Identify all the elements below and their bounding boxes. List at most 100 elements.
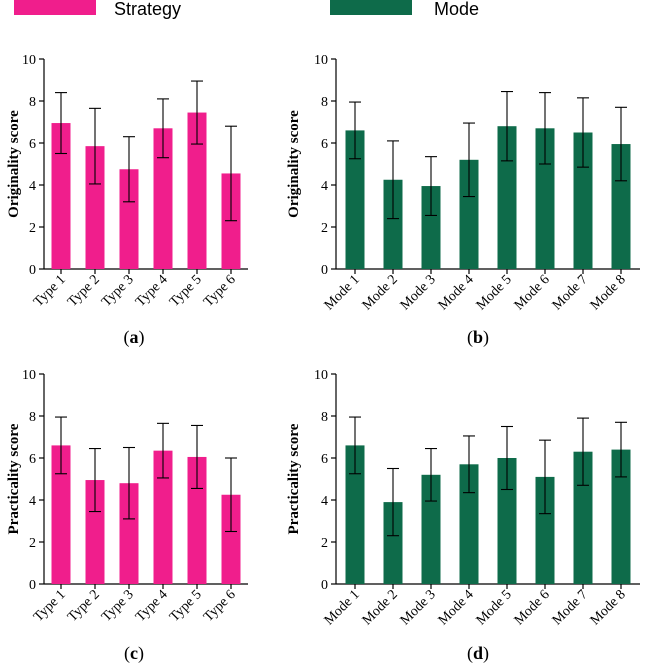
y-axis-label: Practicality score [6, 423, 22, 534]
bar-4 [153, 450, 173, 584]
bar-8 [611, 144, 631, 269]
y-tick-label: 4 [321, 494, 328, 509]
y-axis-label: Originality score [6, 110, 22, 218]
error-bar-3 [123, 446, 135, 520]
bar-2 [85, 480, 105, 584]
panel-label: (c) [124, 643, 144, 664]
y-tick-label: 10 [314, 368, 328, 383]
error-bar-1 [55, 92, 67, 155]
x-tick-label: Type 5 [167, 272, 205, 310]
y-tick-label: 8 [321, 410, 328, 425]
error-bar-8 [615, 106, 627, 182]
x-tick-label: Mode 3 [398, 272, 439, 313]
y-tick-label: 8 [29, 95, 36, 110]
bar-1 [51, 445, 71, 584]
bar-5 [187, 112, 207, 269]
legend-label-mode: Mode [434, 0, 479, 19]
error-bar-3 [123, 136, 135, 203]
y-axis-label: Practicality score [286, 423, 302, 534]
x-tick-label: Mode 8 [588, 272, 629, 313]
error-bar-6 [539, 92, 551, 165]
bar-1 [51, 123, 71, 269]
bar-1 [345, 130, 365, 269]
panel-label: (a) [124, 327, 145, 348]
x-tick-label: Type 1 [31, 587, 69, 625]
y-tick-label: 4 [321, 179, 328, 194]
error-bar-8 [615, 421, 627, 478]
bar-2 [383, 179, 403, 269]
y-axis-label: Originality score [286, 110, 302, 218]
x-tick-label: Mode 1 [322, 272, 363, 313]
bar-3 [119, 169, 139, 269]
error-bar-4 [157, 98, 169, 159]
error-bar-5 [501, 425, 513, 491]
y-tick-label: 0 [29, 263, 36, 278]
y-tick-label: 8 [321, 95, 328, 110]
bar-6 [221, 494, 241, 584]
error-bar-3 [425, 156, 437, 216]
error-bar-3 [425, 447, 437, 502]
x-tick-label: Mode 4 [436, 587, 477, 628]
legend: Strategy Mode [14, 0, 479, 19]
bar-3 [421, 474, 441, 584]
y-tick-label: 0 [29, 578, 36, 593]
y-tick-label: 2 [29, 536, 36, 551]
error-bar-1 [349, 101, 361, 160]
legend-item-strategy: Strategy [14, 0, 181, 19]
y-tick-label: 0 [321, 263, 328, 278]
legend-swatch-strategy [14, 0, 96, 15]
bar-2 [383, 502, 403, 584]
bar-6 [535, 476, 555, 584]
panel-label: (d) [467, 643, 489, 664]
error-bar-5 [501, 91, 513, 162]
legend-swatch-mode [330, 0, 412, 15]
x-tick-label: Mode 2 [360, 272, 401, 313]
y-tick-label: 6 [321, 137, 328, 152]
error-bar-1 [349, 416, 361, 475]
x-tick-label: Type 6 [201, 272, 239, 310]
y-tick-label: 4 [29, 494, 36, 509]
y-tick-label: 2 [29, 221, 36, 236]
error-bar-4 [463, 435, 475, 494]
y-tick-label: 6 [29, 137, 36, 152]
legend-item-mode: Mode [330, 0, 479, 19]
x-tick-label: Type 3 [99, 587, 137, 625]
x-tick-label: Type 4 [133, 587, 171, 625]
x-tick-label: Type 2 [65, 272, 103, 310]
error-bar-1 [55, 416, 67, 475]
y-tick-label: 8 [29, 410, 36, 425]
x-tick-label: Mode 6 [512, 272, 553, 313]
x-tick-label: Mode 5 [474, 272, 515, 313]
x-tick-label: Mode 6 [512, 587, 553, 628]
bar-2 [85, 146, 105, 269]
x-tick-label: Mode 2 [360, 587, 401, 628]
y-tick-label: 4 [29, 179, 36, 194]
error-bar-7 [577, 417, 589, 486]
bar-4 [459, 464, 479, 584]
error-bar-2 [387, 467, 399, 537]
y-tick-label: 10 [22, 368, 36, 383]
error-bar-2 [89, 447, 101, 513]
x-tick-label: Type 5 [167, 587, 205, 625]
y-tick-label: 0 [321, 578, 328, 593]
x-tick-label: Mode 8 [588, 587, 629, 628]
y-tick-label: 6 [29, 452, 36, 467]
y-tick-label: 10 [22, 53, 36, 68]
x-tick-label: Type 1 [31, 272, 69, 310]
error-bar-6 [225, 125, 237, 222]
bar-3 [119, 483, 139, 584]
error-bar-5 [191, 80, 203, 145]
error-bar-2 [89, 107, 101, 185]
x-tick-label: Mode 7 [550, 272, 591, 313]
bar-4 [153, 128, 173, 269]
error-bar-4 [463, 122, 475, 198]
bar-8 [611, 449, 631, 584]
legend-label-strategy: Strategy [114, 0, 181, 19]
error-bar-4 [157, 422, 169, 479]
